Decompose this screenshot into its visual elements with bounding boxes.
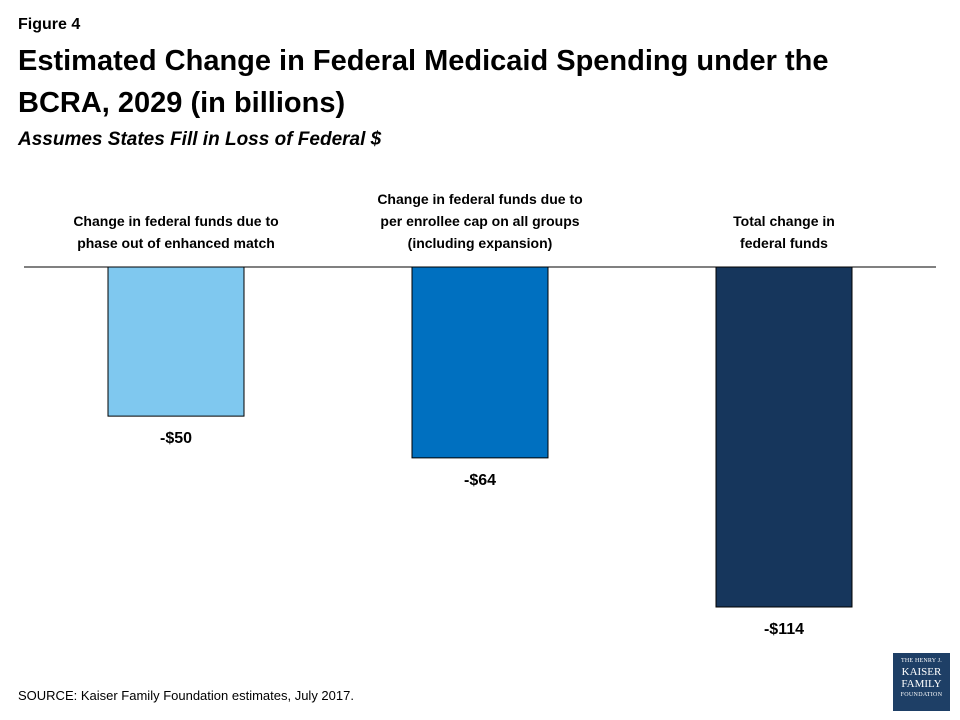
logo-line-1: THE HENRY J. <box>900 658 942 664</box>
bar-3 <box>715 266 853 608</box>
chart-title: Estimated Change in Federal Medicaid Spe… <box>18 45 829 119</box>
bar-chart: Change in federal funds due to phase out … <box>24 191 936 638</box>
category-label-1-line-1: Change in federal funds due to <box>73 213 278 229</box>
value-labels: -$50 -$64 -$114 <box>160 430 804 638</box>
category-label-2-line-3: (including expansion) <box>408 235 553 251</box>
category-label-2-line-2: per enrollee cap on all groups <box>380 213 579 229</box>
category-labels: Change in federal funds due to phase out … <box>73 191 835 251</box>
logo-line-3: FAMILY <box>901 678 942 690</box>
value-label-1: -$50 <box>160 430 192 447</box>
value-label-2: -$64 <box>464 472 496 489</box>
category-label-2-line-1: Change in federal funds due to <box>377 191 582 207</box>
logo-line-2: KAISER <box>901 666 942 678</box>
bar-2 <box>411 266 549 459</box>
category-label-3-line-1: Total change in <box>733 213 835 229</box>
value-label-3: -$114 <box>764 621 804 638</box>
category-label-3-line-2: federal funds <box>740 235 828 251</box>
bar-1 <box>107 266 245 417</box>
chart-subtitle: Assumes States Fill in Loss of Federal $ <box>18 129 382 150</box>
kff-logo: THE HENRY J. KAISER FAMILY FOUNDATION <box>893 653 950 711</box>
category-label-1-line-2: phase out of enhanced match <box>77 235 275 251</box>
source-note: SOURCE: Kaiser Family Foundation estimat… <box>18 688 354 703</box>
logo-line-4: FOUNDATION <box>900 692 943 698</box>
bars <box>107 266 853 608</box>
figure-label: Figure 4 <box>18 16 81 33</box>
